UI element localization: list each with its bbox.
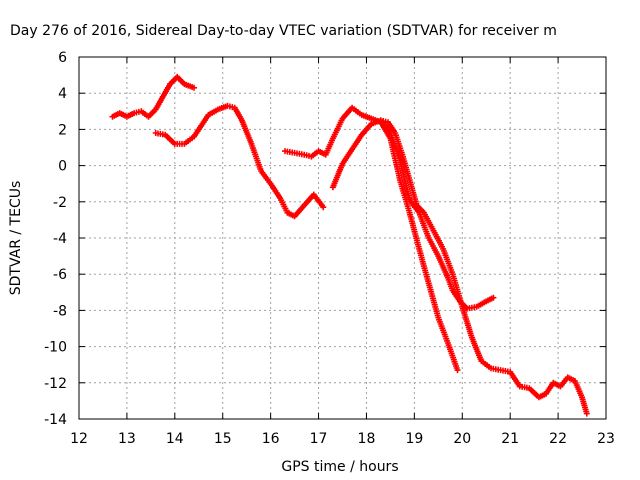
x-tick-label: 22 — [549, 431, 567, 447]
data-series-layer — [109, 73, 590, 417]
series-markers — [282, 104, 461, 374]
y-tick-label: -10 — [44, 340, 67, 356]
x-tick-label: 16 — [262, 431, 280, 447]
x-tick-label: 13 — [118, 431, 136, 447]
x-tick-label: 21 — [501, 431, 519, 447]
x-tick-label: 19 — [405, 431, 423, 447]
x-tick-label: 18 — [358, 431, 376, 447]
y-tick-label: 2 — [58, 122, 67, 138]
x-tick-label: 20 — [453, 431, 471, 447]
series-markers — [109, 73, 197, 120]
series-markers — [377, 117, 590, 417]
y-tick-label: -12 — [44, 376, 67, 392]
series-markers — [152, 102, 327, 220]
x-tick-label: 17 — [310, 431, 328, 447]
series-arc-3 — [282, 104, 461, 374]
tick-labels: 12 13 14 15 16 17 18 19 20 21 22 23-14-12-10-8-6-4-… — [44, 50, 615, 447]
series-arc-4 — [329, 117, 497, 312]
y-tick-label: 4 — [58, 86, 67, 102]
x-tick-label: 15 — [214, 431, 232, 447]
y-tick-label: 6 — [58, 50, 67, 66]
y-tick-label: -2 — [53, 195, 67, 211]
series-arc-1 — [109, 73, 197, 120]
chart-title: Day 276 of 2016, Sidereal Day-to-day VTE… — [10, 23, 557, 39]
y-tick-label: -6 — [53, 267, 67, 283]
y-tick-label: 0 — [58, 159, 67, 175]
x-axis-label: GPS time / hours — [281, 459, 398, 475]
grid — [79, 57, 606, 419]
y-tick-label: -14 — [44, 412, 67, 428]
x-tick-label: 12 — [70, 431, 88, 447]
y-axis-label: SDTVAR / TECUs — [8, 181, 24, 296]
series-arc-5 — [377, 117, 590, 417]
series-arc-2 — [152, 102, 327, 220]
y-tick-label: -8 — [53, 303, 67, 319]
y-tick-label: -4 — [53, 231, 67, 247]
x-tick-label: 23 — [597, 431, 615, 447]
series-markers — [329, 117, 497, 312]
plot-frame — [78, 56, 607, 420]
x-tick-label: 14 — [166, 431, 184, 447]
